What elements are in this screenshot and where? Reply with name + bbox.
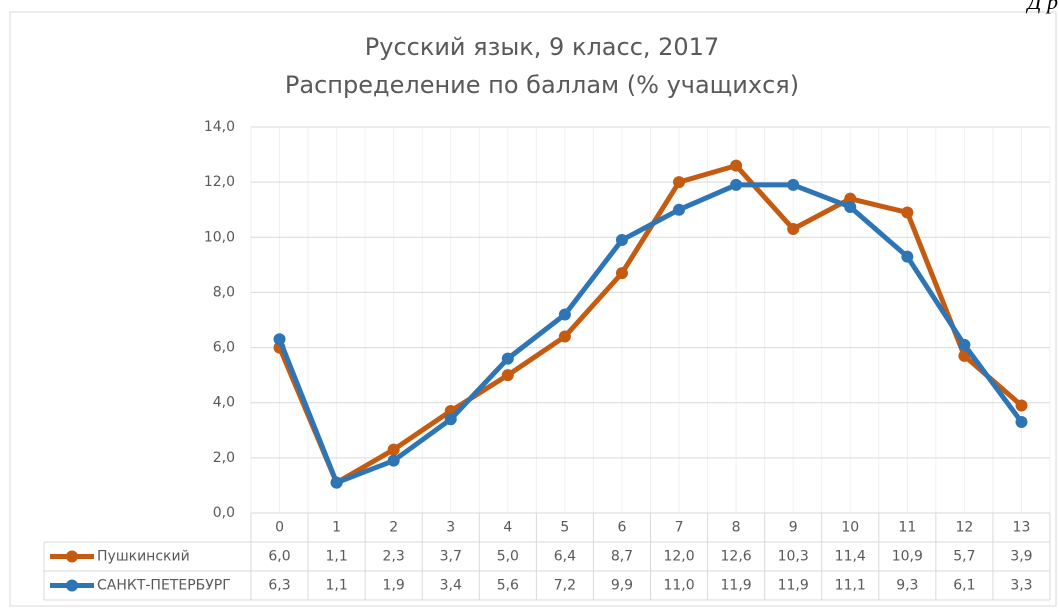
marker (1015, 416, 1028, 429)
table-value: 6,1 (953, 578, 975, 594)
table-value: 8,7 (611, 549, 633, 565)
table-value: 11,9 (721, 578, 752, 594)
table-value: 3,4 (440, 578, 462, 594)
marker (844, 200, 857, 213)
table-value: 1,9 (383, 578, 405, 594)
y-tick-label: 2,0 (213, 450, 235, 466)
table-value: 6,3 (268, 578, 290, 594)
marker (673, 203, 686, 216)
table-value: 1,1 (325, 578, 347, 594)
table-value: 11,0 (663, 578, 694, 594)
marker (730, 178, 743, 191)
table-value: 7,2 (554, 578, 576, 594)
marker (787, 178, 800, 191)
marker (558, 330, 571, 343)
marker (501, 369, 514, 382)
y-tick-label: 10,0 (204, 229, 235, 245)
legend-marker (66, 550, 78, 563)
marker (444, 413, 457, 426)
marker (387, 454, 400, 467)
legend-marker (66, 579, 78, 592)
series-line (277, 182, 1024, 486)
x-tick-label: 9 (789, 520, 798, 536)
y-tick-label: 4,0 (213, 395, 235, 411)
table-value: 10,9 (892, 549, 923, 565)
x-tick-label: 8 (732, 520, 741, 536)
legend-label: САНКТ-ПЕТЕРБУРГ (97, 578, 231, 594)
table-value: 11,9 (778, 578, 809, 594)
table-value: 2,3 (383, 549, 405, 565)
table-value: 3,9 (1010, 549, 1032, 565)
x-tick-label: 3 (446, 520, 455, 536)
x-tick-label: 5 (560, 520, 569, 536)
table-value: 5,6 (497, 578, 519, 594)
marker (730, 159, 743, 172)
table-value: 3,7 (440, 549, 462, 565)
x-tick-label: 7 (675, 520, 684, 536)
marker (844, 192, 857, 205)
y-tick-label: 6,0 (213, 340, 235, 356)
chart-subtitle: Распределение по баллам (% учащихся) (285, 71, 799, 99)
x-tick-label: 12 (955, 520, 973, 536)
x-tick-label: 11 (898, 520, 916, 536)
marker (787, 223, 800, 236)
y-tick-label: 12,0 (204, 174, 235, 190)
table-value: 11,4 (835, 549, 866, 565)
x-tick-label: 6 (618, 520, 627, 536)
table-value: 12,6 (721, 549, 752, 565)
table-value: 11,1 (835, 578, 866, 594)
marker (501, 352, 514, 365)
y-tick-label: 0,0 (213, 505, 235, 521)
table-value: 6,0 (268, 549, 290, 565)
table-value: 10,3 (778, 549, 809, 565)
table-value: 3,3 (1010, 578, 1032, 594)
marker (558, 308, 571, 321)
x-tick-label: 4 (503, 520, 512, 536)
annotation: Д р (1026, 0, 1059, 14)
legend-label: Пушкинский (97, 549, 190, 565)
x-tick-label: 1 (332, 520, 341, 536)
table-value: 12,0 (663, 549, 694, 565)
chart-title: Русский язык, 9 класс, 2017 (365, 33, 719, 61)
x-tick-label: 13 (1013, 520, 1031, 536)
table-value: 9,9 (611, 578, 633, 594)
table-value: 5,7 (953, 549, 975, 565)
marker (901, 206, 914, 219)
marker (673, 176, 686, 189)
marker (901, 250, 914, 263)
y-tick-label: 8,0 (213, 284, 235, 300)
marker (1015, 399, 1028, 412)
x-tick-label: 2 (389, 520, 398, 536)
x-tick-label: 10 (841, 520, 859, 536)
marker (273, 333, 286, 346)
y-tick-label: 14,0 (204, 119, 235, 135)
marker (958, 338, 971, 351)
table-value: 6,4 (554, 549, 576, 565)
marker (387, 443, 400, 456)
table-value: 5,0 (497, 549, 519, 565)
marker (615, 234, 628, 247)
table-value: 1,1 (325, 549, 347, 565)
x-tick-label: 0 (275, 520, 284, 536)
table-value: 9,3 (896, 578, 918, 594)
marker (330, 476, 343, 489)
marker (615, 267, 628, 280)
chart-border (9, 11, 1057, 607)
